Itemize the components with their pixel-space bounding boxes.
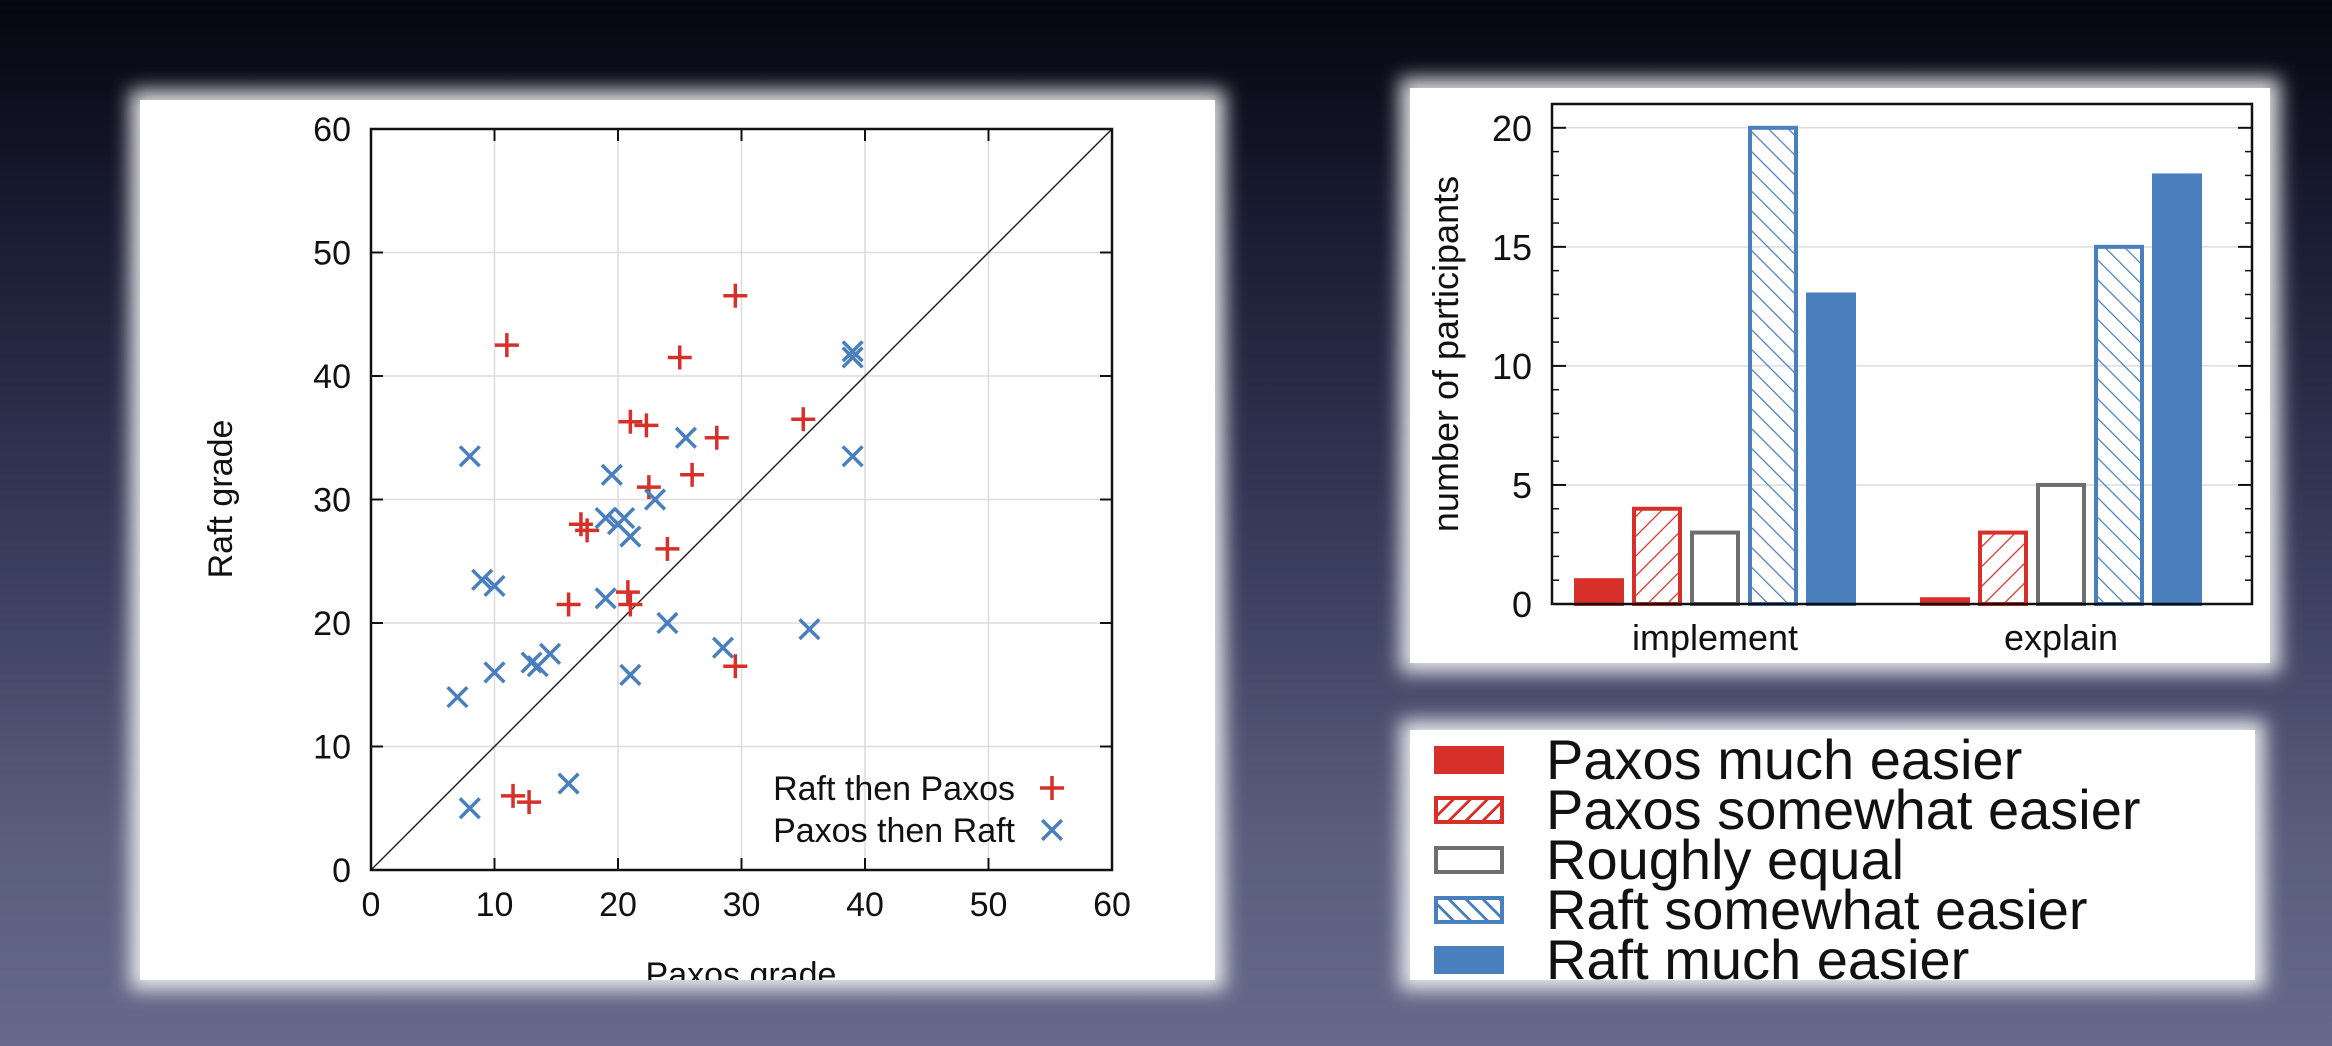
paxos-then-raft-point: [594, 587, 617, 610]
raft-then-paxos-point: [723, 654, 748, 679]
raft-then-paxos-point: [568, 512, 593, 537]
y-tick-label: 40: [313, 358, 351, 396]
raft-then-paxos-point: [723, 283, 748, 308]
bar-explain-raft-somewhat-easier: [2094, 244, 2144, 606]
x-tick-label: 60: [1093, 886, 1131, 924]
y-axis-label: Raft grade: [202, 420, 240, 579]
raft-then-paxos-point: [655, 536, 680, 561]
raft-then-paxos-point: [501, 783, 526, 808]
y-tick-label: 10: [313, 729, 351, 767]
y-tick-label: 0: [1512, 584, 1532, 625]
paxos-then-raft-point: [619, 525, 642, 548]
y-tick-label: 30: [313, 482, 351, 520]
bar-explain-raft-much-easier: [2152, 173, 2202, 607]
raft-then-paxos-point: [618, 409, 643, 434]
paxos-then-raft-point: [656, 611, 679, 635]
bar-implement-raft-somewhat-easier: [1748, 125, 1798, 607]
paxos-then-raft-point: [841, 445, 864, 468]
bar-plot-frame: [1550, 102, 2254, 606]
paxos-then-raft-point: [643, 488, 667, 511]
paxos-then-raft-point: [458, 797, 481, 820]
scatter-chart: 0 10 20 30 40 50 60 0 10 20 30 40 50 60 Raft grade Pa…: [202, 111, 1131, 994]
scatter-legend: Raft then Paxos Paxos then Raft: [773, 770, 1064, 850]
legend-item: Raft somewhat easier: [1434, 882, 2088, 938]
paxos-then-raft-point: [798, 618, 821, 641]
identity-diagonal-line: [370, 128, 1113, 871]
x-tick-label: 0: [362, 886, 381, 924]
bar-implement-paxos-somewhat-easier: [1632, 506, 1682, 606]
legend-swatch-icon: [1434, 796, 1504, 824]
y-tick-label: 5: [1512, 465, 1532, 506]
legend-item: Roughly equal: [1434, 832, 1904, 888]
y-tick-label: 20: [313, 605, 351, 643]
plus-marker-icon: [1040, 776, 1064, 800]
paxos-then-raft-point: [711, 636, 735, 659]
x-tick-label: 20: [599, 886, 637, 924]
y-tick-label: 50: [313, 235, 351, 273]
bar-implement-paxos-much-easier: [1574, 578, 1624, 607]
paxos-then-raft-point: [594, 506, 617, 530]
paxos-then-raft-point: [483, 574, 506, 598]
raft-then-paxos-point: [556, 592, 581, 617]
legend-label: Raft somewhat easier: [1546, 878, 2088, 941]
bar-implement-roughly-equal: [1690, 530, 1740, 607]
bar-implement-raft-much-easier: [1806, 292, 1856, 606]
paxos-then-raft-point: [483, 661, 506, 684]
legend-swatch-icon: [1434, 746, 1504, 774]
x-tick-label: 50: [970, 886, 1008, 924]
x-tick-label: 10: [476, 886, 514, 924]
raft-then-paxos-point: [704, 425, 729, 450]
raft-then-paxos-point: [634, 413, 659, 438]
paxos-then-raft-point: [557, 772, 580, 795]
paxos-then-raft-point: [613, 506, 636, 530]
raft-then-paxos-point: [575, 518, 600, 543]
paxos-then-raft-point: [538, 642, 562, 665]
paxos-then-raft-point: [841, 346, 864, 369]
paxos-then-raft-point: [471, 568, 494, 591]
scatter-legend-label: Paxos then Raft: [773, 812, 1015, 850]
bar-chart-legend: Paxos much easier Paxos somewhat easier Ro…: [1410, 730, 2255, 980]
x-marker-icon: [1040, 818, 1064, 842]
raft-then-paxos-point: [494, 333, 519, 358]
bar-chart-panel: 0 5 10 15 20 implement explain number of parti…: [1410, 88, 2270, 663]
raft-then-paxos-point: [517, 790, 542, 815]
legend-swatch-icon: [1434, 896, 1504, 924]
y-tick-label: 0: [332, 852, 351, 890]
legend-item: Paxos much easier: [1434, 732, 2022, 788]
scatter-chart-panel: 0 10 20 30 40 50 60 0 10 20 30 40 50 60 Raft grade Pa…: [140, 100, 1215, 994]
paxos-then-raft-point: [446, 686, 469, 709]
y-tick-label: 10: [1492, 346, 1532, 387]
x-tick-label: 30: [723, 886, 761, 924]
paxos-then-raft-point: [600, 463, 623, 486]
x-axis-label: Paxos grade: [646, 956, 837, 980]
x-tick-label: 40: [846, 886, 884, 924]
bar-chart: 0 5 10 15 20 implement explain number of parti…: [1425, 102, 2254, 658]
paxos-then-raft-point: [674, 426, 698, 449]
raft-then-paxos-point: [618, 592, 643, 617]
legend-label: Roughly equal: [1546, 828, 1905, 891]
y-tick-label: 60: [313, 111, 351, 149]
raft-then-paxos-point: [680, 462, 705, 487]
legend-label: Raft much easier: [1546, 928, 1970, 981]
legend-item: Paxos somewhat easier: [1434, 782, 2141, 838]
bar-explain-paxos-somewhat-easier: [1978, 530, 2028, 607]
y-axis-label: number of participants: [1425, 176, 1466, 532]
legend-item: Raft much easier: [1434, 932, 1969, 980]
legend-swatch-icon: [1434, 846, 1504, 874]
paxos-then-raft-point: [619, 663, 642, 686]
y-tick-label: 15: [1492, 227, 1532, 268]
raft-then-paxos-point: [615, 580, 640, 605]
raft-then-paxos-point: [667, 345, 692, 370]
paxos-then-raft-point: [458, 445, 481, 468]
y-tick-label: 20: [1492, 108, 1532, 149]
category-label: explain: [2004, 617, 2118, 658]
paxos-then-raft-point: [841, 340, 864, 363]
legend-label: Paxos somewhat easier: [1546, 778, 2141, 841]
raft-then-paxos-point: [791, 407, 816, 432]
legend-label: Paxos much easier: [1546, 730, 2023, 791]
bar-explain-roughly-equal: [2036, 482, 2086, 607]
legend-swatch-icon: [1434, 946, 1504, 974]
category-label: implement: [1632, 617, 1798, 658]
scatter-legend-label: Raft then Paxos: [773, 770, 1015, 808]
